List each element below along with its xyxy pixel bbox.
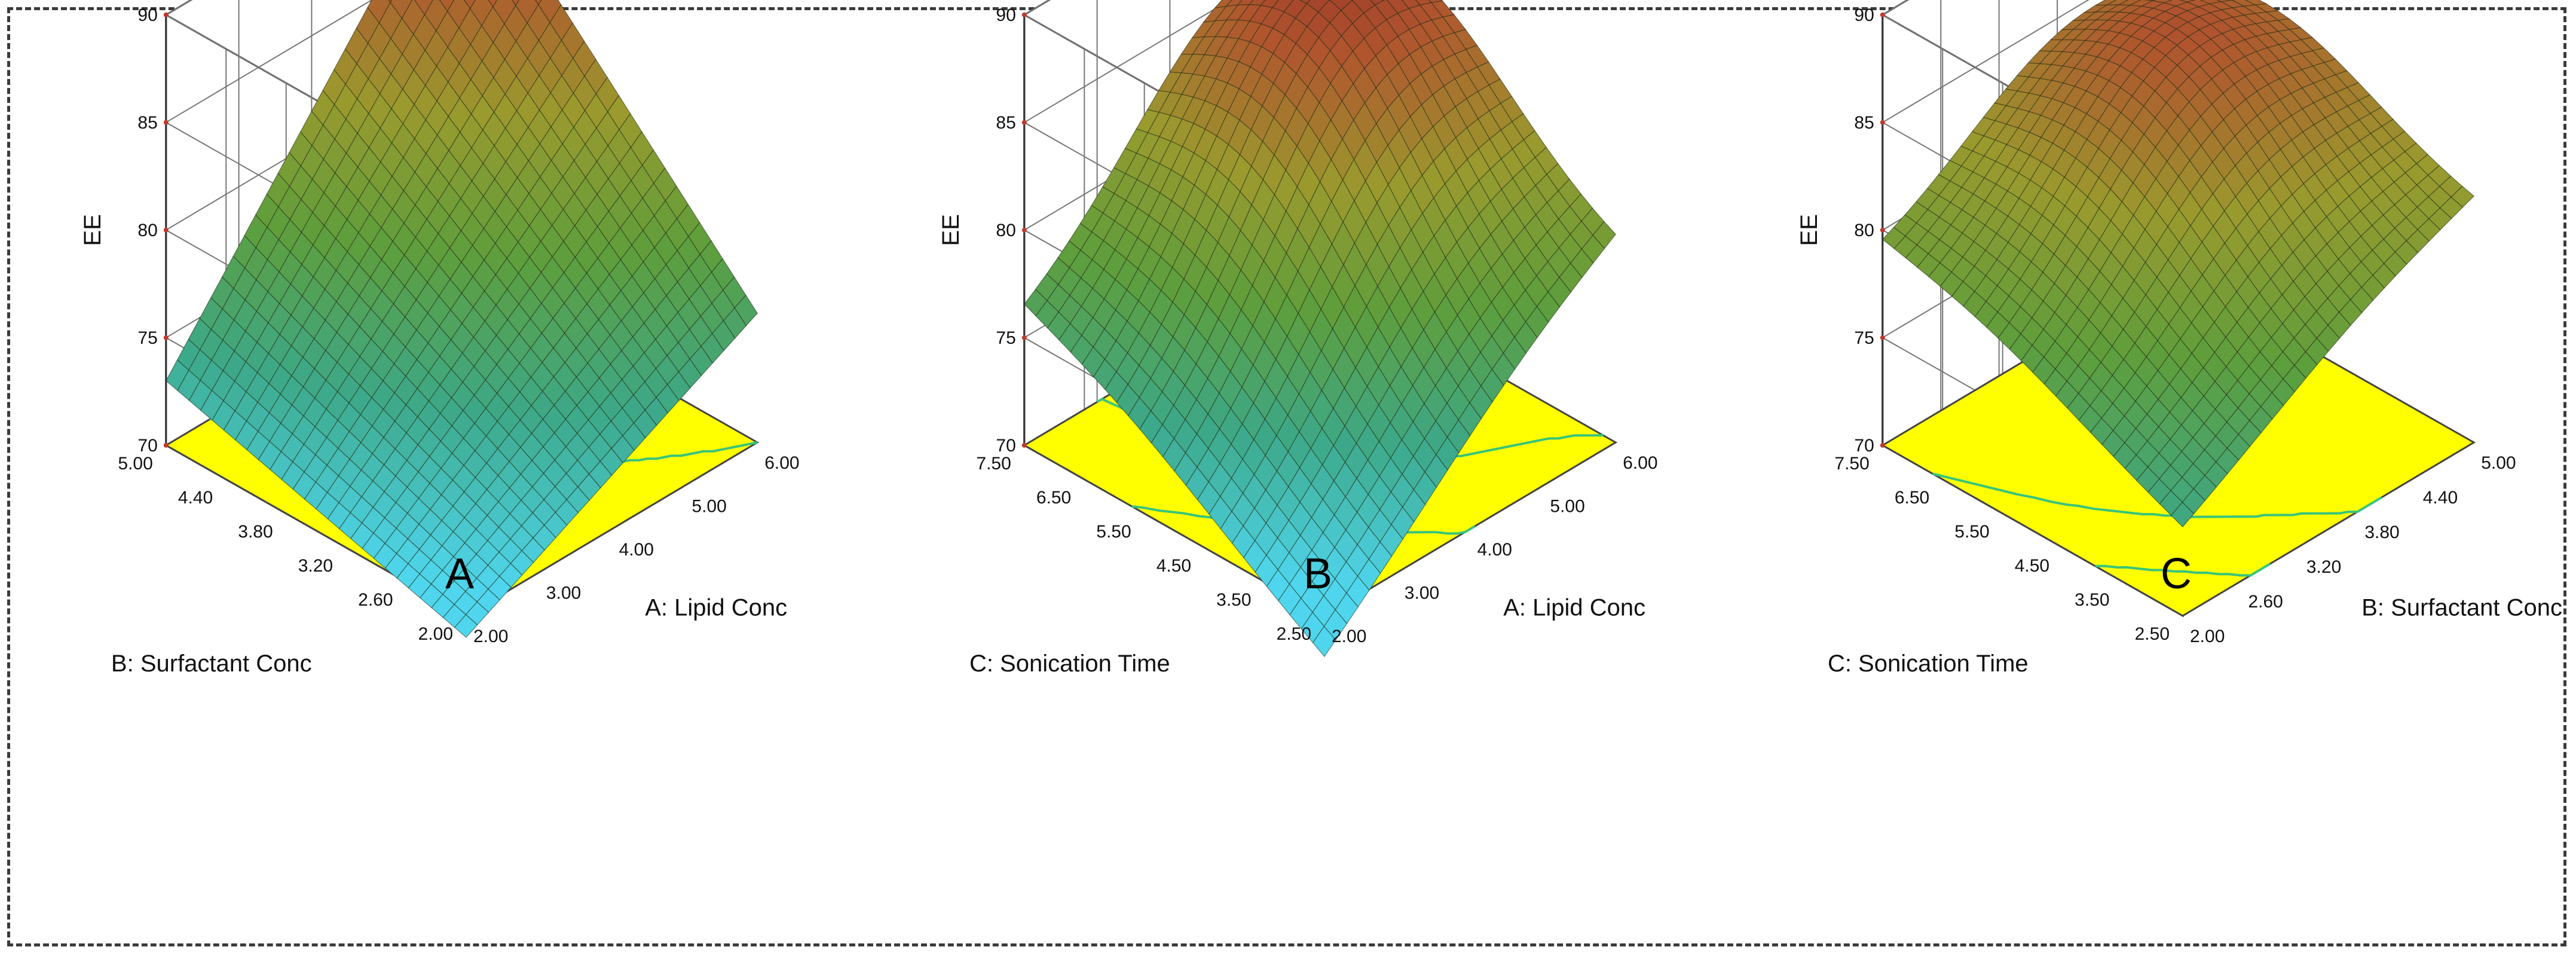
x-tick-label: 2.00 <box>473 627 508 646</box>
x-tick-label: 2.00 <box>2190 627 2225 646</box>
response-surface <box>166 0 758 638</box>
x-tick-label: 5.00 <box>692 497 726 517</box>
z-tick-label: 85 <box>996 113 1015 133</box>
z-tick-mark <box>1880 227 1885 233</box>
z-tick-label: 90 <box>137 5 157 25</box>
z-tick-label: 85 <box>137 113 157 133</box>
z-tick-label: 75 <box>137 328 157 348</box>
z-tick-mark <box>1021 442 1027 448</box>
surface-panel-a: 70 75 80 85 90 EE 2.00 3.00 4.00 5.00 6.00 2.00 2.60… <box>79 0 800 677</box>
z-tick-mark <box>1021 120 1027 125</box>
z-tick-label: 70 <box>996 436 1015 456</box>
floor-contour-line <box>2095 563 2271 577</box>
y-tick-label: 3.80 <box>238 522 273 542</box>
x-tick-label: 3.80 <box>2364 523 2399 542</box>
x-axis-label: A: Lipid Conc <box>1503 595 1645 621</box>
y-tick-label: 5.50 <box>1096 522 1131 542</box>
x-tick-label: 3.00 <box>1405 584 1439 603</box>
z-tick-mark <box>1021 12 1027 17</box>
x-tick-label: 3.00 <box>546 584 581 603</box>
z-tick-label: 85 <box>1854 113 1874 133</box>
z-tick-mark <box>1021 335 1027 340</box>
panel-letter: C <box>2161 550 2192 598</box>
x-tick-label: 4.40 <box>2423 488 2458 508</box>
z-tick-mark <box>1880 335 1885 340</box>
z-axis-label: EE <box>79 214 106 246</box>
x-axis-label: A: Lipid Conc <box>645 595 787 621</box>
x-tick-label: 5.00 <box>1550 497 1584 517</box>
y-tick-label: 4.50 <box>2015 556 2049 576</box>
x-tick-label: 3.20 <box>2306 557 2341 577</box>
x-tick-label: 6.00 <box>1623 453 1657 473</box>
y-tick-label: 7.50 <box>1834 454 1869 474</box>
z-tick-label: 80 <box>996 221 1015 240</box>
y-tick-label: 3.50 <box>2075 590 2109 610</box>
z-tick-mark <box>163 227 169 233</box>
y-tick-label: 5.50 <box>1954 522 1989 542</box>
x-tick-label: 2.60 <box>2248 592 2283 612</box>
z-tick-mark <box>163 120 169 125</box>
y-tick-label: 4.40 <box>178 488 213 508</box>
surface-panel-b: 70 75 80 85 90 EE 2.00 3.00 4.00 5.00 6.00 2.50 3.50… <box>938 0 1658 677</box>
y-tick-label: 7.50 <box>976 454 1011 474</box>
y-tick-label: 4.50 <box>1157 556 1191 576</box>
x-tick-label: 6.00 <box>764 453 799 473</box>
y-tick-label: 3.50 <box>1216 590 1251 610</box>
z-tick-label: 70 <box>137 436 157 456</box>
z-tick-label: 75 <box>1854 328 1874 348</box>
panel-letter: B <box>1304 550 1332 598</box>
z-tick-mark <box>163 335 169 340</box>
y-tick-label: 5.00 <box>118 454 152 474</box>
y-tick-label: 3.20 <box>298 556 333 576</box>
y-tick-label: 2.60 <box>358 590 393 610</box>
z-axis-label: EE <box>938 214 964 246</box>
y-tick-label: 2.50 <box>1277 624 1311 644</box>
x-tick-label: 2.00 <box>1332 627 1366 646</box>
z-tick-label: 80 <box>1854 221 1874 240</box>
floor-contour-line <box>1932 472 2382 518</box>
z-tick-mark <box>1880 442 1885 448</box>
x-axis-label: B: Surfactant Conc <box>2361 595 2562 621</box>
z-axis-label: EE <box>1796 214 1822 246</box>
z-tick-mark <box>163 442 169 448</box>
z-tick-mark <box>1880 120 1885 125</box>
z-tick-mark <box>1880 12 1885 17</box>
z-tick-label: 75 <box>996 328 1015 348</box>
x-tick-label: 4.00 <box>1477 540 1512 560</box>
y-axis-label: C: Sonication Time <box>969 650 1170 677</box>
y-tick-label: 6.50 <box>1895 488 1929 508</box>
z-tick-label: 90 <box>1854 5 1874 25</box>
z-tick-mark <box>1021 227 1027 233</box>
x-tick-label: 4.00 <box>619 540 654 560</box>
y-axis-label: C: Sonication Time <box>1828 650 2029 677</box>
z-tick-label: 80 <box>137 221 157 240</box>
y-tick-label: 2.00 <box>418 624 453 644</box>
z-tick-label: 90 <box>996 5 1015 25</box>
surface-panel-c: 70 75 80 85 90 EE 2.00 2.60 3.20 3.80 4.40 5.00 2.50… <box>1796 0 2562 677</box>
y-tick-label: 6.50 <box>1036 488 1071 508</box>
y-tick-label: 2.50 <box>2135 624 2170 644</box>
z-tick-label: 70 <box>1854 436 1874 456</box>
panel-letter: A <box>445 550 474 598</box>
y-axis-label: B: Surfactant Conc <box>111 650 312 677</box>
response-surface <box>1881 0 2475 528</box>
x-tick-label: 5.00 <box>2481 453 2516 473</box>
z-tick-mark <box>163 12 169 17</box>
response-surface <box>1024 0 1616 658</box>
